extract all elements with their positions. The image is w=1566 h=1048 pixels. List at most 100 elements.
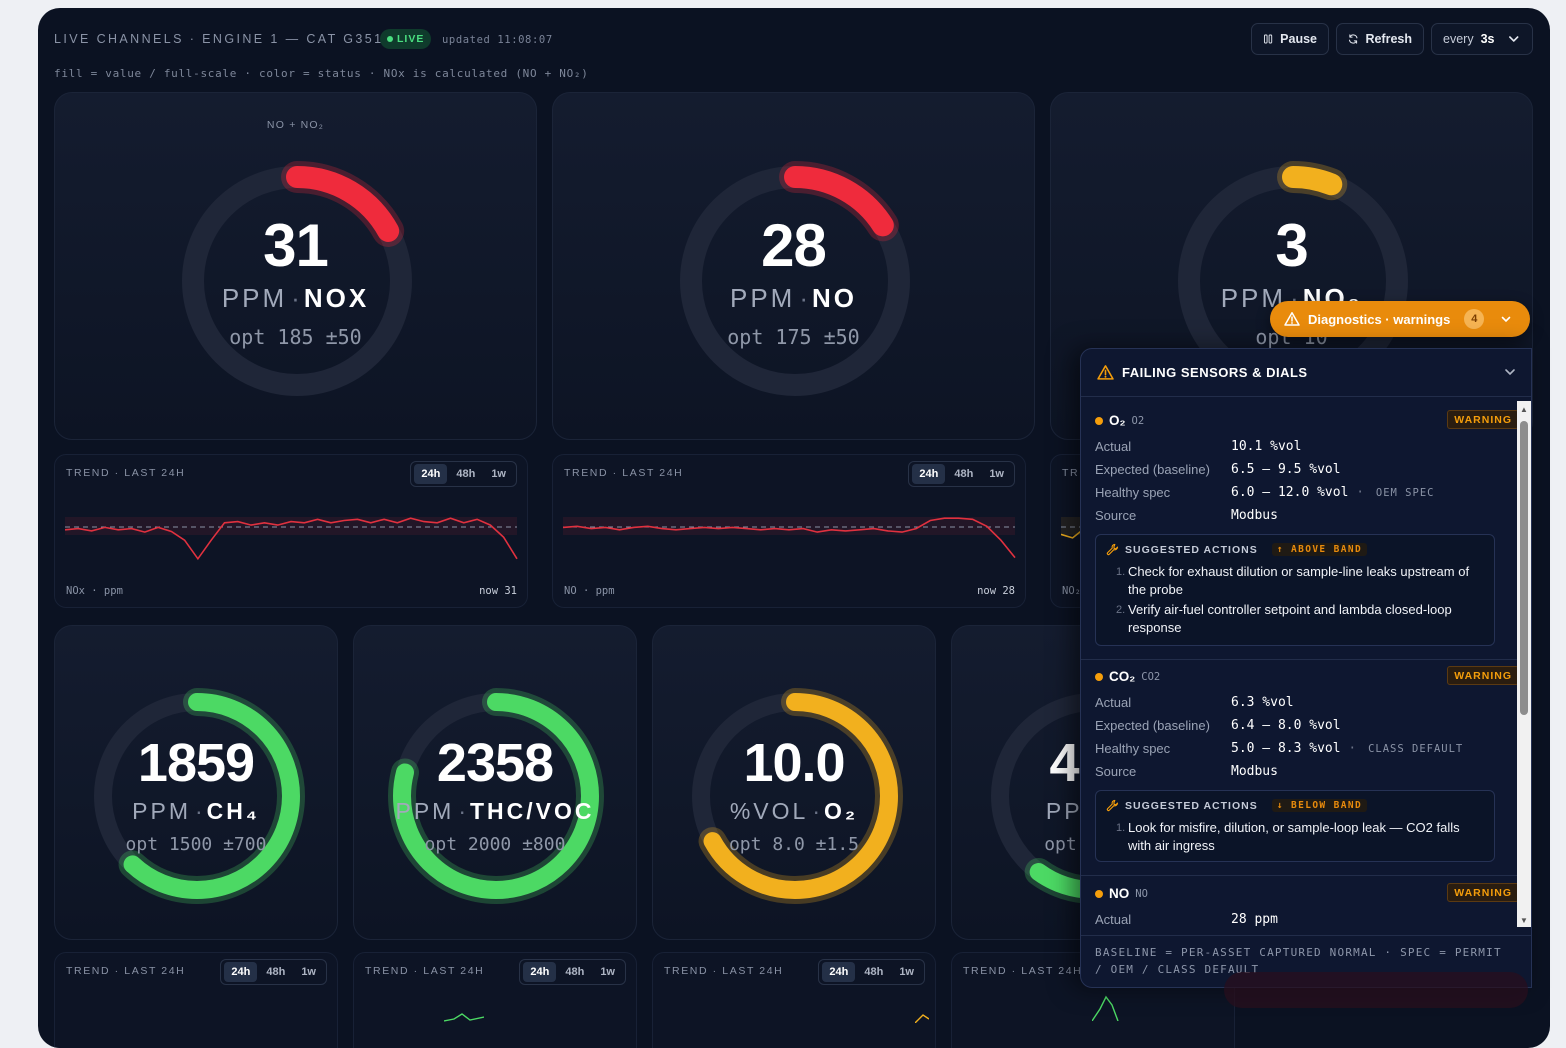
unit-text: PPM: [729, 283, 796, 313]
gauge-dial: [89, 688, 305, 904]
gauge-value: 1859: [137, 733, 255, 793]
healthy-value: 5.0 – 8.3 %vol · CLASS DEFAULT: [1231, 741, 1464, 756]
sensor-label: CO₂: [1109, 669, 1136, 684]
gauge-unit: PPM · NO: [729, 283, 857, 313]
unit-text: PPM: [221, 283, 288, 313]
gauge-fill-arc: [94, 693, 300, 899]
unit-text: PPM: [132, 798, 191, 824]
diagnostics-label: Diagnostics · warnings: [1308, 311, 1451, 327]
action-text: Check for exhaust dilution or sample-lin…: [1128, 564, 1470, 597]
source-label: Source: [1095, 764, 1137, 779]
refresh-icon: [1348, 34, 1358, 44]
expected-value: 6.5 – 9.5 %vol: [1231, 462, 1341, 477]
range-48h[interactable]: 48h: [565, 966, 585, 978]
suggested-actions: SUGGESTED ACTIONS ↓ BELOW BAND 1. Look fo…: [1095, 790, 1495, 862]
sensor-label: O₂: [1109, 413, 1126, 428]
refresh-button[interactable]: Refresh: [1336, 23, 1424, 55]
panel-scrollbar[interactable]: ▲ ▼: [1517, 401, 1531, 927]
warning-triangle-icon: [1097, 365, 1114, 380]
action-text: Verify air-fuel controller setpoint and …: [1128, 602, 1452, 635]
range-selector: 24h 48h 1w: [410, 461, 517, 487]
trend-label: NO · ppm: [564, 585, 615, 597]
sensor-name: CO₂ CO2: [1095, 669, 1160, 684]
range-48h[interactable]: 48h: [864, 966, 884, 978]
trend-sparkline: [1092, 995, 1119, 1021]
actual-value: 28 ppm: [1231, 912, 1278, 927]
scrollbar-thumb[interactable]: [1520, 421, 1528, 715]
range-1w[interactable]: 1w: [491, 468, 506, 480]
gauge-dial: [687, 688, 903, 904]
sensor-name: O₂ O2: [1095, 413, 1144, 428]
gauge-value: 10.0: [743, 733, 845, 793]
wrench-icon: [1106, 799, 1119, 812]
gauge-optimum: opt 175 ±50: [727, 325, 860, 349]
optimal-band: [65, 517, 517, 535]
range-1w[interactable]: 1w: [899, 966, 914, 978]
gauge-card-thc[interactable]: 2358 PPM · THC/VOC opt 2000 ±800: [353, 625, 637, 940]
healthy-range: 5.0 – 8.3 %vol: [1231, 741, 1341, 756]
diagnostics-toggle[interactable]: Diagnostics · warnings 4: [1270, 301, 1530, 337]
gauge-value: 2358: [436, 733, 554, 793]
chevron-down-icon[interactable]: [1503, 365, 1517, 379]
panel-footer: BASELINE = PER-ASSET CAPTURED NORMAL · S…: [1081, 935, 1531, 987]
unit-text: PPM: [395, 798, 455, 824]
overlay-glow: [1224, 972, 1528, 1008]
trend-card-o2: TREND · LAST 24H 24h 48h 1w: [652, 952, 936, 1048]
gauge-optimum: opt 1500 ±700: [125, 834, 267, 855]
gauge-fill-arc: [182, 166, 412, 396]
sensor-code: CO2: [1141, 670, 1161, 683]
action-list: 1. Check for exhaust dilution or sample-l…: [1116, 563, 1482, 639]
range-48h[interactable]: 48h: [954, 468, 974, 480]
scroll-up-icon[interactable]: ▲: [1520, 405, 1528, 414]
range-1w[interactable]: 1w: [989, 468, 1004, 480]
actual-label: Actual: [1095, 912, 1132, 927]
channel-text: O₂: [824, 798, 859, 824]
action-item: 1. Check for exhaust dilution or sample-l…: [1116, 564, 1470, 597]
range-24h[interactable]: 24h: [523, 962, 557, 982]
gauge-dial: [388, 688, 604, 904]
interval-value: 3s: [1480, 32, 1495, 46]
status-badge: WARNING: [1447, 410, 1519, 429]
gauge-card-ch4[interactable]: 1859 PPM · CH₄ opt 1500 ±700: [54, 625, 338, 940]
trend-title: TREND · LAST 24H: [66, 965, 186, 977]
trend-card-no: TREND · LAST 24H 24h 48h 1w NO · ppm now…: [552, 454, 1026, 608]
trend-title: TREND · LAST 24H: [66, 467, 186, 479]
chevron-down-icon: [1509, 36, 1519, 42]
gauge-card-no[interactable]: 28 PPM · NO opt 175 ±50: [552, 92, 1035, 440]
refresh-interval-select[interactable]: every 3s: [1431, 23, 1533, 55]
scroll-down-icon[interactable]: ▼: [1520, 916, 1528, 925]
gauge-card-nox[interactable]: NO + NO₂ 31 PPM · NOX opt 185 ±50: [54, 92, 537, 440]
live-dot-icon: [387, 36, 393, 42]
action-text: Look for misfire, dilution, or sample-lo…: [1128, 820, 1460, 853]
gauge-dial: [177, 161, 417, 401]
range-1w[interactable]: 1w: [600, 966, 615, 978]
range-24h[interactable]: 24h: [912, 464, 946, 484]
range-24h[interactable]: 24h: [414, 464, 448, 484]
gauge-fill-arc: [393, 693, 599, 899]
diagnostics-panel: FAILING SENSORS & DIALS O₂ O2 WARNING Act…: [1080, 348, 1532, 988]
action-item: 1. Look for misfire, dilution, or sample-…: [1116, 820, 1460, 853]
range-24h[interactable]: 24h: [822, 962, 856, 982]
range-selector: 24h 48h 1w: [519, 959, 626, 985]
spec-tag: CLASS DEFAULT: [1368, 743, 1464, 755]
gauge-fill-arc: [692, 693, 898, 899]
unit-text: %VOL: [729, 798, 809, 824]
gauge-unit: PPM · NOX: [221, 283, 370, 313]
page-title: LIVE CHANNELS · ENGINE 1 — CAT G3516H: [54, 32, 405, 46]
actions-title: SUGGESTED ACTIONS: [1125, 799, 1258, 812]
status-dot-icon: [1095, 889, 1103, 898]
range-48h[interactable]: 48h: [456, 468, 476, 480]
gauge-optimum: opt 185 ±50: [229, 325, 362, 349]
range-24h[interactable]: 24h: [224, 962, 258, 982]
gauge-card-o2[interactable]: 10.0 %VOL · O₂ opt 8.0 ±1.5: [652, 625, 936, 940]
interval-prefix: every: [1443, 32, 1474, 46]
range-1w[interactable]: 1w: [301, 966, 316, 978]
status-badge: WARNING: [1447, 883, 1519, 902]
range-48h[interactable]: 48h: [266, 966, 286, 978]
source-label: Source: [1095, 508, 1137, 523]
actual-label: Actual: [1095, 439, 1132, 454]
pause-button[interactable]: Pause: [1251, 23, 1329, 55]
range-selector: 24h 48h 1w: [818, 959, 925, 985]
channel-text: NO: [812, 283, 857, 313]
sensor-name: NO NO: [1095, 886, 1148, 901]
